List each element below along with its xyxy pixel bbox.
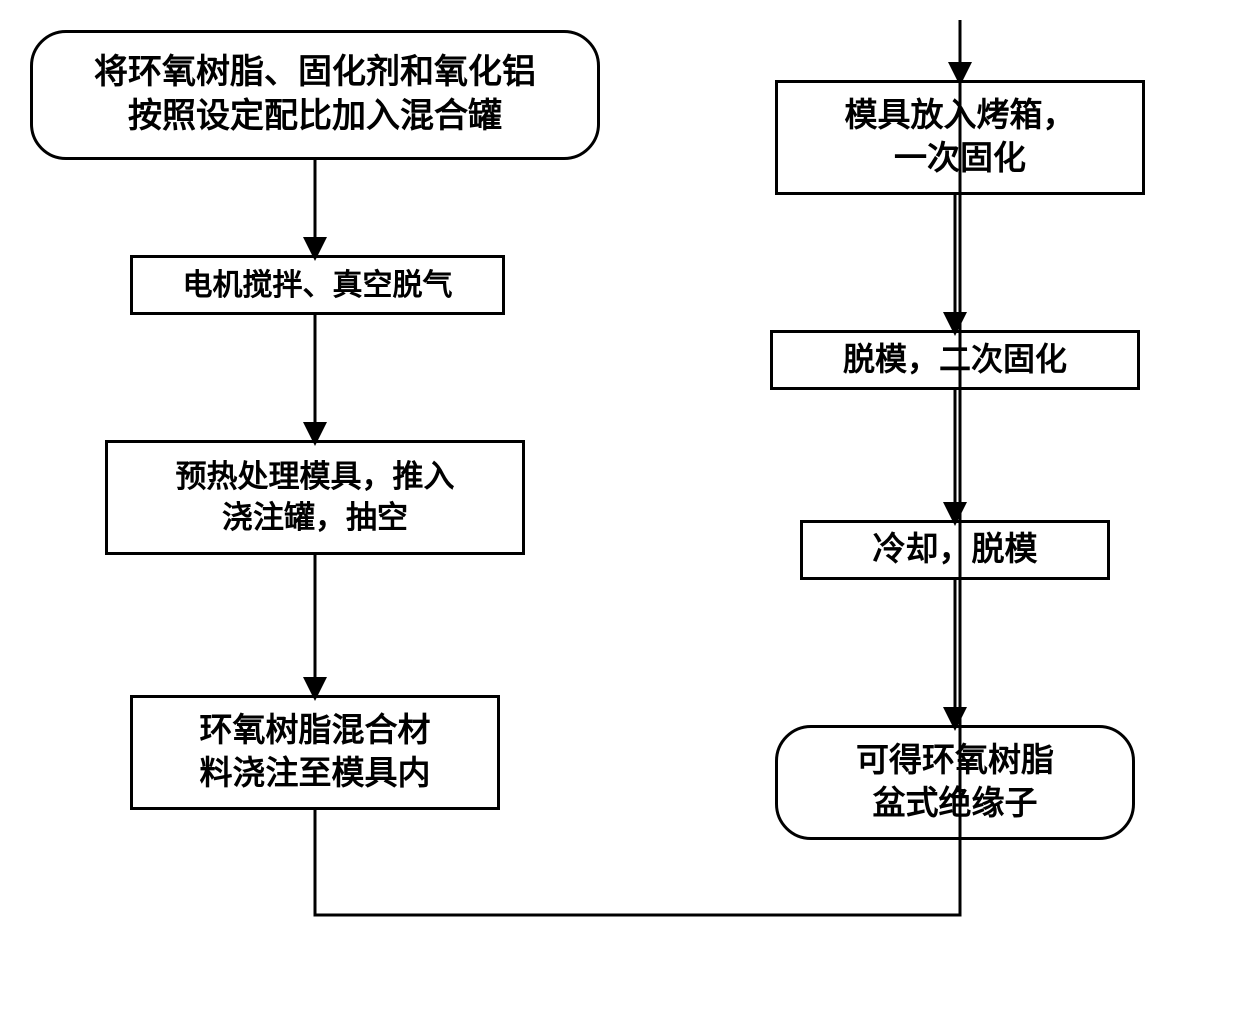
flow-step-pour-into-mold: 环氧树脂混合材料浇注至模具内 [130, 695, 500, 810]
flow-start-mix-materials: 将环氧树脂、固化剂和氧化铝按照设定配比加入混合罐 [30, 30, 600, 160]
flow-step-demold-second-cure: 脱模，二次固化 [770, 330, 1140, 390]
node-text: 冷却，脱模 [873, 529, 1038, 572]
node-text: 预热处理模具，推入浇注罐，抽空 [176, 457, 455, 538]
node-text: 模具放入烤箱，一次固化 [845, 95, 1076, 181]
flow-step-stir-degas: 电机搅拌、真空脱气 [130, 255, 505, 315]
node-text: 可得环氧树脂盆式绝缘子 [856, 740, 1054, 826]
node-text: 脱模，二次固化 [843, 339, 1067, 381]
flow-step-preheat-mold: 预热处理模具，推入浇注罐，抽空 [105, 440, 525, 555]
flow-step-cool-demold: 冷却，脱模 [800, 520, 1110, 580]
node-text: 电机搅拌、真空脱气 [183, 266, 453, 305]
flow-end-product: 可得环氧树脂盆式绝缘子 [775, 725, 1135, 840]
flow-step-bake-first-cure: 模具放入烤箱，一次固化 [775, 80, 1145, 195]
node-text: 环氧树脂混合材料浇注至模具内 [200, 710, 431, 796]
node-text: 将环氧树脂、固化剂和氧化铝按照设定配比加入混合罐 [94, 51, 536, 139]
